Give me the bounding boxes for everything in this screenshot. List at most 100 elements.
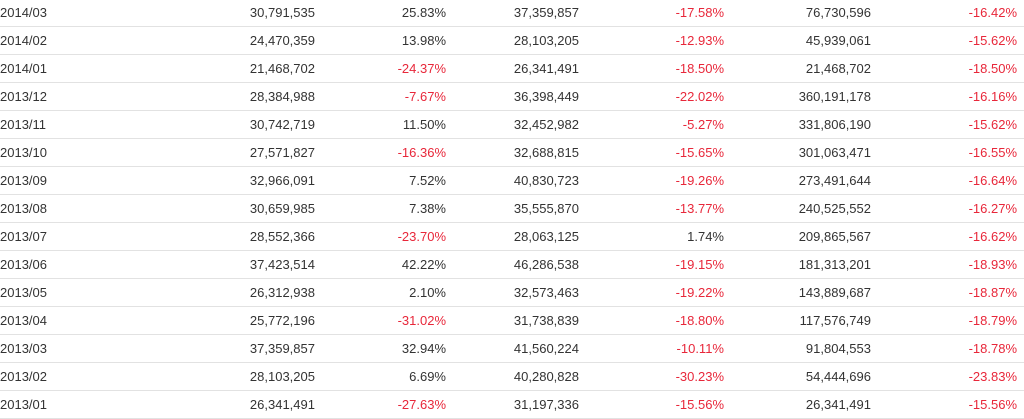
cumulative-value-cell: 240,525,552 (724, 194, 871, 223)
cumulative-value-cell: 91,804,553 (724, 334, 871, 363)
month-cell: 2013/07 (0, 222, 180, 251)
row-padding (1017, 362, 1024, 391)
percent-change-cell: -15.65% (579, 138, 724, 167)
percent-change-cell: 42.22% (315, 250, 446, 279)
month-cell: 2013/09 (0, 166, 180, 195)
value-cell: 30,791,535 (180, 0, 315, 27)
value-cell: 40,280,828 (446, 362, 579, 391)
percent-change-cell: -22.02% (579, 82, 724, 111)
table-row: 2013/06 37,423,514 42.22% 46,286,538 -19.15%… (0, 250, 1024, 279)
value-cell: 30,742,719 (180, 110, 315, 139)
percent-change-cell: -27.63% (315, 390, 446, 419)
value-cell: 37,423,514 (180, 250, 315, 279)
percent-change-cell: -23.70% (315, 222, 446, 251)
percent-change-cell: 6.69% (315, 362, 446, 391)
cumulative-percent-cell: -16.62% (871, 222, 1017, 251)
cumulative-percent-cell: -16.64% (871, 166, 1017, 195)
table-row: 2013/04 25,772,196 -31.02% 31,738,839 -18.80… (0, 306, 1024, 335)
cumulative-value-cell: 21,468,702 (724, 54, 871, 83)
table-row: 2013/01 26,341,491 -27.63% 31,197,336 -15.56… (0, 390, 1024, 419)
month-cell: 2013/02 (0, 362, 180, 391)
percent-change-cell: -18.50% (579, 54, 724, 83)
cumulative-value-cell: 26,341,491 (724, 390, 871, 419)
percent-change-cell: -5.27% (579, 110, 724, 139)
table-row: 2014/02 24,470,359 13.98% 28,103,205 -12.93%… (0, 26, 1024, 55)
table-row: 2014/01 21,468,702 -24.37% 26,341,491 -18.50… (0, 54, 1024, 83)
value-cell: 37,359,857 (180, 334, 315, 363)
value-cell: 28,063,125 (446, 222, 579, 251)
cumulative-value-cell: 54,444,696 (724, 362, 871, 391)
value-cell: 26,341,491 (180, 390, 315, 419)
value-cell: 31,738,839 (446, 306, 579, 335)
table-row: 2013/10 27,571,827 -16.36% 32,688,815 -15.65… (0, 138, 1024, 167)
percent-change-cell: -24.37% (315, 54, 446, 83)
row-padding (1017, 0, 1024, 27)
value-cell: 35,555,870 (446, 194, 579, 223)
row-padding (1017, 138, 1024, 167)
cumulative-value-cell: 76,730,596 (724, 0, 871, 27)
cumulative-value-cell: 143,889,687 (724, 278, 871, 307)
value-cell: 37,359,857 (446, 0, 579, 27)
cumulative-value-cell: 273,491,644 (724, 166, 871, 195)
month-cell: 2014/03 (0, 0, 180, 27)
percent-change-cell: -30.23% (579, 362, 724, 391)
value-cell: 28,103,205 (180, 362, 315, 391)
row-padding (1017, 390, 1024, 419)
cumulative-value-cell: 181,313,201 (724, 250, 871, 279)
percent-change-cell: 7.52% (315, 166, 446, 195)
percent-change-cell: -16.36% (315, 138, 446, 167)
month-cell: 2013/03 (0, 334, 180, 363)
value-cell: 32,573,463 (446, 278, 579, 307)
cumulative-percent-cell: -16.16% (871, 82, 1017, 111)
value-cell: 26,341,491 (446, 54, 579, 83)
percent-change-cell: 25.83% (315, 0, 446, 27)
cumulative-value-cell: 117,576,749 (724, 306, 871, 335)
value-cell: 32,966,091 (180, 166, 315, 195)
value-cell: 40,830,723 (446, 166, 579, 195)
percent-change-cell: 13.98% (315, 26, 446, 55)
value-cell: 31,197,336 (446, 390, 579, 419)
month-cell: 2013/05 (0, 278, 180, 307)
row-padding (1017, 194, 1024, 223)
table-row: 2013/02 28,103,205 6.69% 40,280,828 -30.23% 5… (0, 362, 1024, 391)
month-cell: 2013/12 (0, 82, 180, 111)
cumulative-percent-cell: -15.62% (871, 110, 1017, 139)
percent-change-cell: 32.94% (315, 334, 446, 363)
cumulative-percent-cell: -15.62% (871, 26, 1017, 55)
value-cell: 24,470,359 (180, 26, 315, 55)
row-padding (1017, 54, 1024, 83)
value-cell: 41,560,224 (446, 334, 579, 363)
percent-change-cell: -15.56% (579, 390, 724, 419)
table-row: 2013/09 32,966,091 7.52% 40,830,723 -19.26% 2… (0, 166, 1024, 195)
percent-change-cell: -17.58% (579, 0, 724, 27)
row-padding (1017, 166, 1024, 195)
percent-change-cell: -13.77% (579, 194, 724, 223)
value-cell: 28,552,366 (180, 222, 315, 251)
value-cell: 28,384,988 (180, 82, 315, 111)
percent-change-cell: 7.38% (315, 194, 446, 223)
table-row: 2013/03 37,359,857 32.94% 41,560,224 -10.11%… (0, 334, 1024, 363)
month-cell: 2014/02 (0, 26, 180, 55)
percent-change-cell: 1.74% (579, 222, 724, 251)
row-padding (1017, 278, 1024, 307)
table-row: 2013/07 28,552,366 -23.70% 28,063,125 1.74% 2… (0, 222, 1024, 251)
row-padding (1017, 334, 1024, 363)
cumulative-percent-cell: -23.83% (871, 362, 1017, 391)
value-cell: 25,772,196 (180, 306, 315, 335)
table-row: 2014/03 30,791,535 25.83% 37,359,857 -17.58%… (0, 0, 1024, 27)
cumulative-percent-cell: -16.27% (871, 194, 1017, 223)
value-cell: 32,688,815 (446, 138, 579, 167)
value-cell: 26,312,938 (180, 278, 315, 307)
cumulative-value-cell: 331,806,190 (724, 110, 871, 139)
table-row: 2013/05 26,312,938 2.10% 32,573,463 -19.22% 1… (0, 278, 1024, 307)
cumulative-percent-cell: -18.87% (871, 278, 1017, 307)
cumulative-percent-cell: -18.79% (871, 306, 1017, 335)
month-cell: 2013/10 (0, 138, 180, 167)
percent-change-cell: -19.22% (579, 278, 724, 307)
value-cell: 32,452,982 (446, 110, 579, 139)
value-cell: 36,398,449 (446, 82, 579, 111)
row-padding (1017, 222, 1024, 251)
table-row: 2013/12 28,384,988 -7.67% 36,398,449 -22.02%… (0, 82, 1024, 111)
